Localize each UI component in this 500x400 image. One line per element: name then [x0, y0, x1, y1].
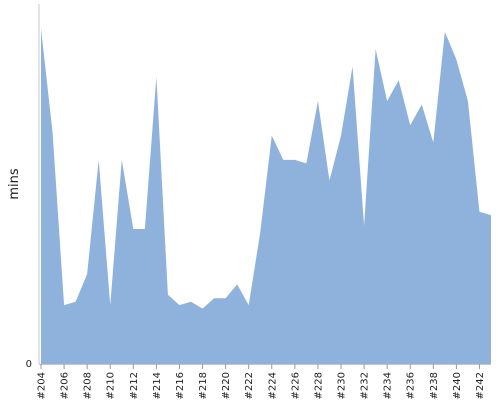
x-tick-label: #212 [129, 372, 140, 399]
x-tick-label: #242 [475, 372, 486, 399]
x-tick-label: #220 [221, 372, 232, 399]
x-tick-label: #234 [383, 372, 394, 399]
x-tick-label: #228 [313, 372, 324, 399]
x-axis-ticks: #204 #206 #208 #210 #212 #214 #216 #218 #220 #222… [37, 364, 486, 399]
x-tick-label: #214 [152, 372, 163, 399]
x-tick-label: #224 [267, 372, 278, 399]
x-tick-label: #236 [406, 372, 417, 399]
x-tick-label: #204 [37, 372, 48, 399]
y-axis-ticks: 0 [26, 359, 32, 370]
x-tick-label: #240 [452, 372, 463, 399]
x-tick-label: #222 [244, 372, 255, 399]
series-area [41, 28, 491, 364]
y-tick-label: 0 [26, 359, 32, 370]
x-tick-label: #208 [83, 372, 94, 399]
plot-area [41, 28, 491, 364]
x-tick-label: #230 [337, 372, 348, 399]
x-tick-label: #216 [175, 372, 186, 399]
x-tick-label: #210 [106, 372, 117, 399]
x-tick-label: #238 [429, 372, 440, 399]
x-tick-label: #226 [290, 372, 301, 399]
x-tick-label: #232 [360, 372, 371, 399]
x-tick-label: #218 [198, 372, 209, 399]
x-tick-label: #206 [60, 372, 71, 399]
y-axis-title: mins [7, 168, 22, 200]
